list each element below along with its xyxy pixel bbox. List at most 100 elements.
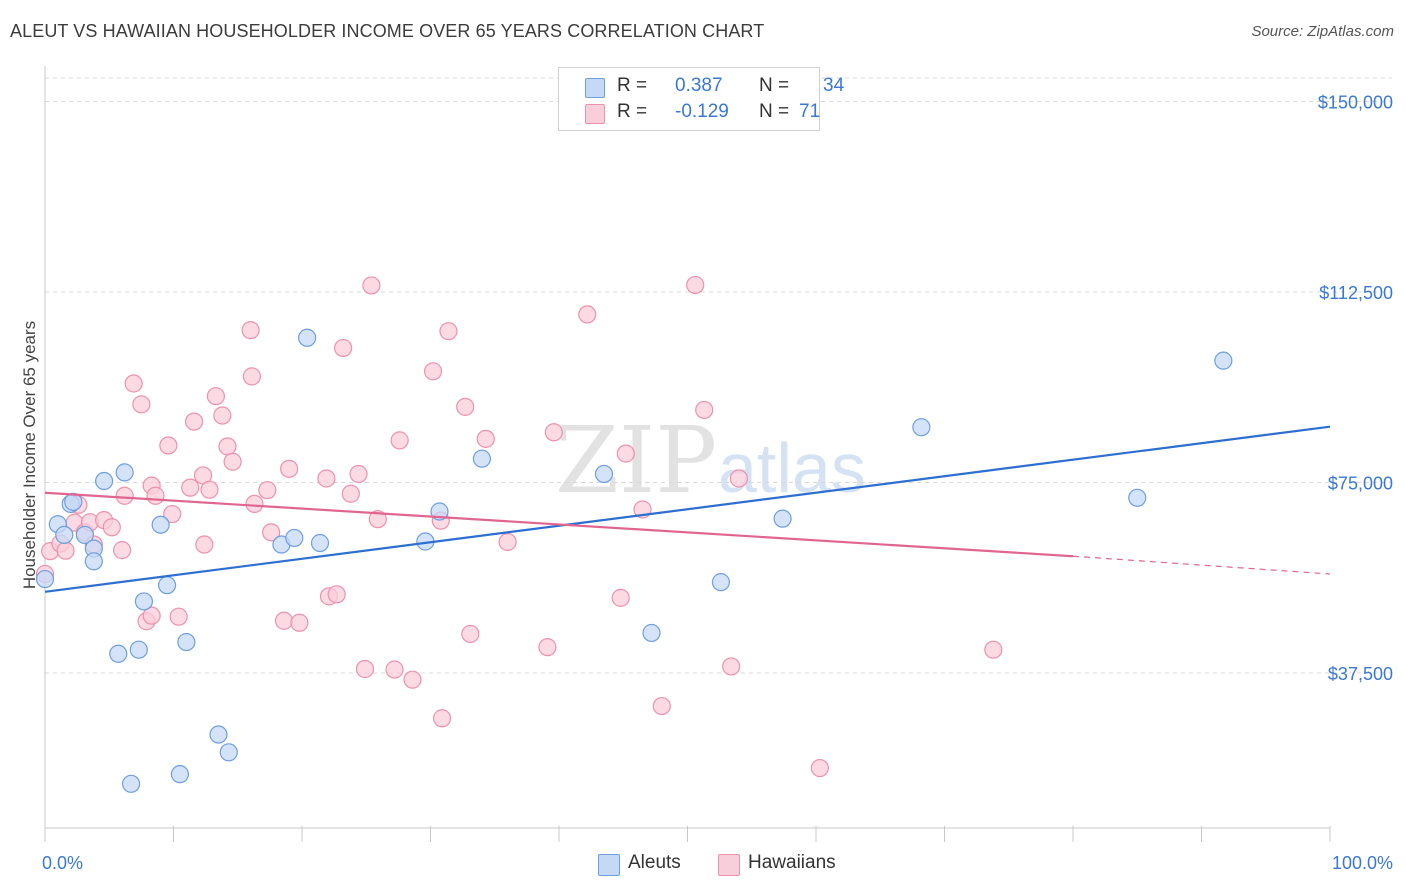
y-tick-label: $75,000: [1328, 474, 1393, 494]
aleut-point: [1214, 351, 1233, 370]
hawaiian-point: [611, 588, 630, 607]
hawaiian-point: [124, 374, 143, 393]
aleut-point: [35, 569, 55, 589]
hawaiian-point: [439, 322, 458, 341]
hawaiian-point: [218, 437, 237, 456]
legend-n-label: N =: [759, 75, 790, 96]
hawaiian-point: [498, 532, 517, 552]
hawaiian-point: [280, 459, 299, 478]
aleut-point: [773, 509, 792, 528]
label-layer: $37,500 $75,000 $112,500 $150,000 0.0% 100.0%: [42, 93, 1393, 873]
aleut-point: [95, 471, 114, 491]
x-tick-label-right: 100.0%: [1332, 853, 1393, 873]
aleut-point: [64, 492, 83, 511]
hawaiian-point: [578, 305, 597, 324]
trend-layer: [44, 425, 1331, 593]
aleut-point: [711, 573, 731, 592]
chart-title: ALEUT VS HAWAIIAN HOUSEHOLDER INCOME OVE…: [10, 21, 765, 41]
hawaiian-point: [984, 640, 1003, 659]
aleut-point: [1128, 488, 1147, 507]
aleut-point: [151, 515, 170, 534]
hawaiian-point: [262, 523, 281, 542]
correlation-legend: R = 0.387 N = 34 R = -0.129 N = 71: [558, 67, 844, 131]
hawaiian-point: [56, 541, 75, 560]
aleut-point: [55, 525, 74, 544]
hawaiian-point: [538, 638, 557, 657]
hawaiian-point: [142, 606, 161, 625]
hawaiian-point: [181, 478, 200, 497]
aleut-point: [177, 632, 196, 652]
legend-swatch-hawaiians: [585, 104, 605, 124]
hawaiian-point: [403, 670, 422, 689]
hawaiian-point: [368, 510, 387, 529]
hawaiian-point: [456, 397, 475, 416]
hawaiian-point: [132, 395, 151, 414]
hawaiian-point: [317, 469, 336, 488]
aleut-point: [298, 328, 317, 347]
hawaiian-point: [159, 436, 178, 455]
hawaiian-point: [274, 611, 294, 630]
hawaiian-point: [146, 486, 165, 505]
hawaiian-point: [206, 387, 226, 406]
aleut-point: [472, 449, 491, 468]
aleut-point: [129, 640, 148, 659]
aleut-point: [121, 774, 141, 793]
hawaiian-point: [432, 709, 452, 728]
aleut-point: [209, 725, 228, 744]
watermark-zip: ZIP: [555, 407, 717, 514]
hawaiian-point: [722, 657, 741, 676]
aleut-point: [219, 743, 238, 762]
y-tick-label: $150,000: [1318, 93, 1393, 113]
legend-r-value: -0.129: [675, 101, 729, 122]
hawaiian-point: [616, 444, 635, 463]
hawaiian-point: [169, 607, 188, 626]
hawaiian-point: [245, 494, 264, 513]
aleut-point: [109, 644, 128, 663]
hawaiian-point: [423, 362, 443, 381]
hawaiian-point: [385, 660, 404, 679]
hawaiian-point: [112, 541, 132, 560]
hawaiian-point: [341, 484, 360, 503]
hawaiian-point: [327, 585, 346, 604]
legend-r-label: R =: [617, 101, 648, 122]
points-layer: [35, 275, 1233, 793]
aleut-point: [75, 525, 94, 544]
hawaiian-point: [544, 423, 563, 442]
aleut-point: [285, 528, 304, 548]
hawaiian-point: [258, 481, 277, 500]
legend-swatch-aleuts: [598, 854, 620, 876]
trend-line-aleuts: [44, 425, 1331, 593]
hawaiian-point: [652, 696, 671, 716]
hawaiian-point: [349, 464, 368, 484]
aleut-point: [912, 418, 931, 437]
source-note: Source: ZipAtlas.com: [1251, 23, 1394, 40]
hawaiian-point: [390, 431, 409, 450]
trend-line-extension-hawaiians: [1072, 555, 1331, 575]
y-axis-title: Householder Income Over 65 years: [20, 320, 39, 590]
legend-n-label: N =: [759, 101, 790, 122]
hawaiian-point: [695, 400, 714, 420]
hawaiian-point: [476, 429, 495, 448]
hawaiian-point: [334, 338, 353, 358]
axis-layer: [44, 66, 1331, 842]
hawaiian-point: [241, 321, 260, 340]
aleut-point: [594, 464, 614, 484]
aleut-point: [134, 592, 154, 611]
hawaiian-point: [223, 452, 242, 471]
aleut-point: [310, 533, 330, 553]
watermark-atlas: atlas: [718, 429, 866, 507]
aleut-point: [84, 552, 103, 571]
x-tick-label-left: 0.0%: [42, 853, 83, 873]
hawaiian-point: [686, 275, 705, 295]
aleut-point: [170, 765, 190, 784]
legend-r-label: R =: [617, 75, 648, 96]
hawaiian-point: [729, 469, 749, 488]
aleut-point: [642, 623, 661, 643]
legend-swatch-aleuts: [585, 78, 605, 98]
hawaiian-point: [362, 276, 381, 295]
legend-n-value: 71: [799, 101, 821, 122]
legend-swatch-hawaiians: [718, 854, 740, 876]
aleut-point: [115, 463, 134, 482]
legend-label-aleuts: Aleuts: [628, 852, 681, 873]
